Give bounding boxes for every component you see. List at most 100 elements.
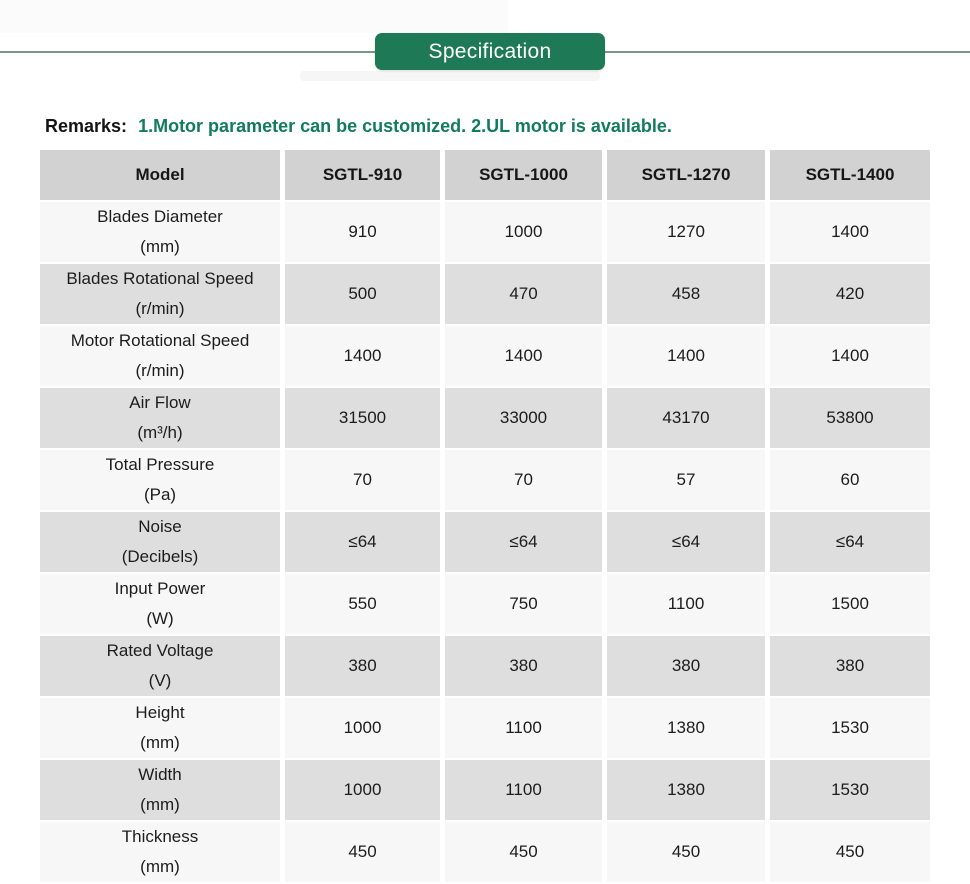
column-header-sgtl-910: SGTL-910	[285, 150, 440, 200]
row-value-cell: 1000	[285, 760, 440, 820]
row-value-cell: 70	[445, 450, 602, 510]
row-label-cell: Thickness (mm)	[40, 822, 280, 882]
row-label-name: Rated Voltage	[106, 641, 214, 660]
row-label-cell: Height (mm)	[40, 698, 280, 758]
row-value-cell: ≤64	[285, 512, 440, 572]
row-value-cell: 31500	[285, 388, 440, 448]
row-value-cell: 1400	[770, 202, 930, 262]
row-value-cell: 1400	[445, 326, 602, 386]
row-value-cell: 53800	[770, 388, 930, 448]
row-value-cell: 380	[285, 636, 440, 696]
row-value-cell: 1380	[607, 760, 765, 820]
row-value-cell: 550	[285, 574, 440, 634]
row-value-cell: 43170	[607, 388, 765, 448]
table-row: Thickness (mm) 450 450 450 450	[40, 822, 930, 882]
row-value-cell: 1530	[770, 698, 930, 758]
row-value-cell: 57	[607, 450, 765, 510]
row-label-cell: Rated Voltage (V)	[40, 636, 280, 696]
row-label-unit: (mm)	[140, 237, 180, 256]
row-value-cell: 450	[445, 822, 602, 882]
row-label-unit: (r/min)	[135, 361, 185, 380]
row-label-name: Noise	[138, 517, 182, 536]
row-label-name: Total Pressure	[105, 455, 215, 474]
row-value-cell: 1100	[607, 574, 765, 634]
row-label-cell: Motor Rotational Speed (r/min)	[40, 326, 280, 386]
row-value-cell: 1380	[607, 698, 765, 758]
row-value-cell: 1100	[445, 760, 602, 820]
table-row: Width (mm) 1000 1100 1380 1530	[40, 760, 930, 820]
row-label-name: Blades Diameter	[97, 207, 223, 226]
row-label-name: Input Power	[114, 579, 206, 598]
table-row: Input Power (W) 550 750 1100 1500	[40, 574, 930, 634]
row-label-cell: Width (mm)	[40, 760, 280, 820]
row-label-unit: (mm)	[140, 733, 180, 752]
table-row: Rated Voltage (V) 380 380 380 380	[40, 636, 930, 696]
row-value-cell: 380	[445, 636, 602, 696]
row-label-cell: Air Flow (m³/h)	[40, 388, 280, 448]
row-value-cell: 380	[770, 636, 930, 696]
row-label-unit: (mm)	[140, 857, 180, 876]
row-value-cell: 1100	[445, 698, 602, 758]
row-label-cell: Blades Rotational Speed (r/min)	[40, 264, 280, 324]
table-row: Height (mm) 1000 1100 1380 1530	[40, 698, 930, 758]
row-value-cell: ≤64	[445, 512, 602, 572]
row-label-name: Air Flow	[129, 393, 191, 412]
spec-table-body: Blades Diameter (mm) 910 1000 1270 1400 …	[40, 202, 930, 882]
row-value-cell: 1530	[770, 760, 930, 820]
table-row: Noise (Decibels) ≤64 ≤64 ≤64 ≤64	[40, 512, 930, 572]
row-value-cell: 450	[285, 822, 440, 882]
row-label-name: Blades Rotational Speed	[66, 269, 254, 288]
row-label-name: Thickness	[121, 827, 199, 846]
row-label-cell: Noise (Decibels)	[40, 512, 280, 572]
remarks-label: Remarks:	[45, 116, 128, 136]
table-row: Blades Rotational Speed (r/min) 500 470 …	[40, 264, 930, 324]
table-row: Air Flow (m³/h) 31500 33000 43170 53800	[40, 388, 930, 448]
row-label-cell: Input Power (W)	[40, 574, 280, 634]
row-value-cell: 420	[770, 264, 930, 324]
banner-reflection	[300, 71, 600, 81]
row-value-cell: 750	[445, 574, 602, 634]
row-value-cell: 33000	[445, 388, 602, 448]
row-label-name: Motor Rotational Speed	[70, 331, 250, 350]
row-value-cell: 60	[770, 450, 930, 510]
row-value-cell: 1270	[607, 202, 765, 262]
row-value-cell: 910	[285, 202, 440, 262]
remarks: Remarks: 1.Motor parameter can be custom…	[45, 116, 925, 137]
row-value-cell: ≤64	[770, 512, 930, 572]
row-label-name: Height	[135, 703, 185, 722]
row-value-cell: 1400	[770, 326, 930, 386]
row-value-cell: 1000	[445, 202, 602, 262]
row-value-cell: 1400	[607, 326, 765, 386]
row-label-unit: (Decibels)	[121, 547, 199, 566]
row-label-cell: Total Pressure (Pa)	[40, 450, 280, 510]
row-value-cell: 470	[445, 264, 602, 324]
row-value-cell: 1500	[770, 574, 930, 634]
column-header-model: Model	[40, 150, 280, 200]
row-value-cell: 458	[607, 264, 765, 324]
table-row: Motor Rotational Speed (r/min) 1400 1400…	[40, 326, 930, 386]
section-banner: Specification	[375, 33, 605, 70]
row-label-cell: Blades Diameter (mm)	[40, 202, 280, 262]
row-value-cell: 380	[607, 636, 765, 696]
row-value-cell: 500	[285, 264, 440, 324]
table-row: Blades Diameter (mm) 910 1000 1270 1400	[40, 202, 930, 262]
row-label-unit: (Pa)	[143, 485, 177, 504]
row-label-name: Width	[138, 765, 182, 784]
table-row: Total Pressure (Pa) 70 70 57 60	[40, 450, 930, 510]
row-label-unit: (m³/h)	[137, 423, 183, 442]
scan-artifact-band	[0, 0, 508, 33]
row-value-cell: 1000	[285, 698, 440, 758]
row-label-unit: (W)	[146, 609, 174, 628]
remarks-text: 1.Motor parameter can be customized. 2.U…	[138, 116, 672, 136]
row-value-cell: 450	[607, 822, 765, 882]
column-header-sgtl-1000: SGTL-1000	[445, 150, 602, 200]
row-value-cell: 450	[770, 822, 930, 882]
row-label-unit: (r/min)	[135, 299, 185, 318]
section-title: Specification	[428, 39, 552, 63]
column-header-sgtl-1400: SGTL-1400	[770, 150, 930, 200]
row-label-unit: (mm)	[140, 795, 180, 814]
row-value-cell: ≤64	[607, 512, 765, 572]
row-label-unit: (V)	[148, 671, 172, 690]
specification-table: Model SGTL-910 SGTL-1000 SGTL-1270 SGTL-…	[35, 148, 935, 884]
column-header-sgtl-1270: SGTL-1270	[607, 150, 765, 200]
